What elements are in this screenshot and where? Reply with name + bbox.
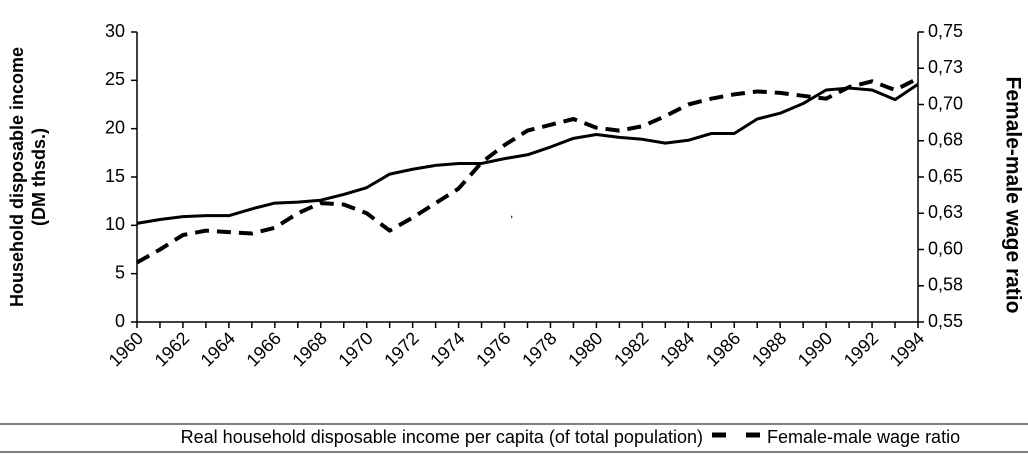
x-tick-label: 1968 (288, 328, 330, 370)
x-tick-label: 1992 (840, 328, 882, 370)
x-tick-label: 1960 (105, 328, 147, 370)
y2-tick-label: 0,68 (928, 130, 963, 150)
x-tick-label: 1964 (197, 328, 239, 370)
y2-axis-title: Female-male wage ratio (1001, 77, 1024, 314)
x-tick-label: 1988 (748, 328, 790, 370)
y-tick-label: 5 (115, 262, 125, 282)
x-tick-label: 1978 (518, 328, 560, 370)
y2-tick-label: 0,58 (928, 275, 963, 295)
series-line (136, 76, 919, 265)
y2-tick-label: 0,73 (928, 57, 963, 77)
x-tick-label: 1972 (380, 328, 422, 370)
y2-tick-label: 0,65 (928, 166, 963, 186)
series-line (136, 82, 919, 225)
x-tick-label: 1974 (426, 328, 468, 370)
annotation: , (510, 206, 513, 220)
x-tick-label: 1982 (610, 328, 652, 370)
x-tick-label: 1966 (243, 328, 285, 370)
legend-label: Real household disposable income per cap… (181, 427, 703, 447)
x-tick-label: 1970 (334, 328, 376, 370)
y-tick-label: 20 (105, 117, 125, 137)
x-tick-label: 1986 (702, 328, 744, 370)
y-axis-title: Household disposable income (7, 47, 27, 307)
x-tick-label: 1984 (656, 328, 698, 370)
legend-label: Female-male wage ratio (767, 427, 960, 447)
y2-tick-label: 0,55 (928, 311, 963, 331)
y-tick-label: 10 (105, 214, 125, 234)
y-tick-label: 0 (115, 311, 125, 331)
y2-tick-label: 0,70 (928, 93, 963, 113)
y-tick-label: 25 (105, 69, 125, 89)
y-tick-label: 30 (105, 21, 125, 41)
y2-tick-label: 0,60 (928, 238, 963, 258)
y2-tick-label: 0,63 (928, 202, 963, 222)
x-tick-label: 1976 (472, 328, 514, 370)
x-tick-label: 1990 (794, 328, 836, 370)
x-tick-label: 1962 (151, 328, 193, 370)
y-axis-title: (DM thsds.) (29, 128, 49, 226)
x-tick-label: 1980 (564, 328, 606, 370)
y2-tick-label: 0,75 (928, 21, 963, 41)
y-tick-label: 15 (105, 166, 125, 186)
x-tick-label: 1994 (886, 328, 928, 370)
